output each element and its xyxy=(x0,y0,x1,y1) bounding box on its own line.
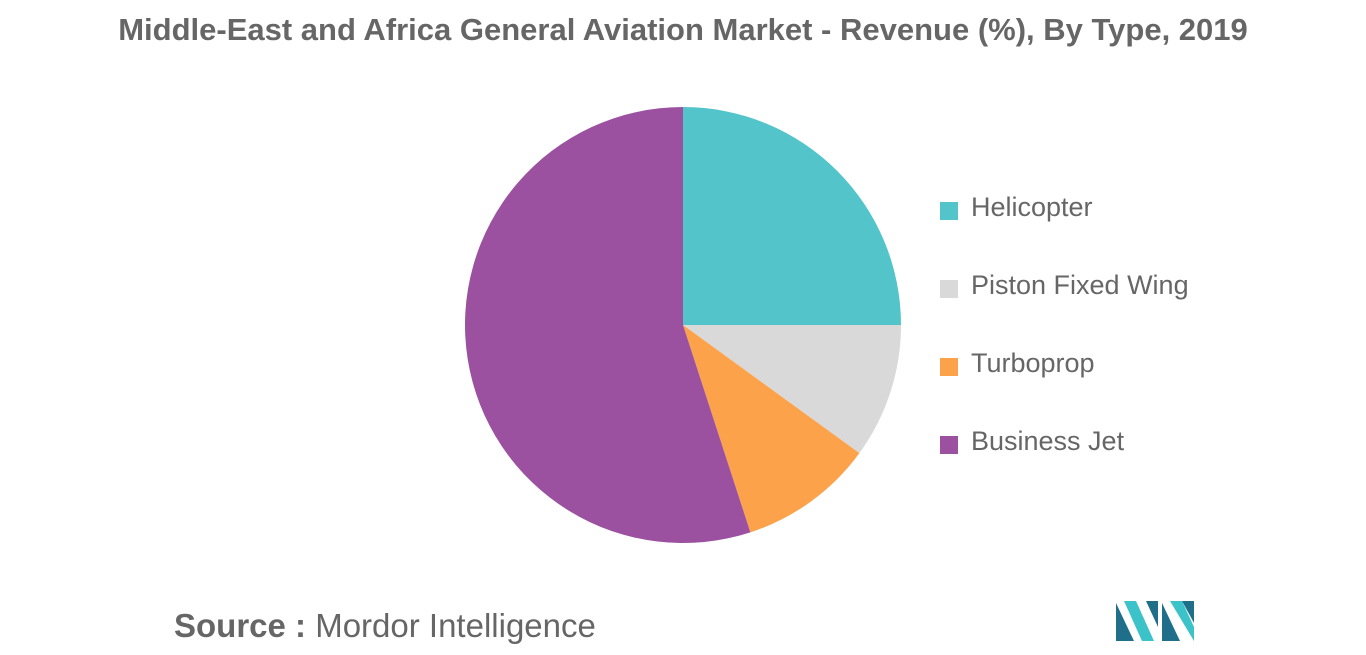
legend-swatch-piston-fixed-wing xyxy=(940,280,958,298)
pie-slice-piston-fixed-wing xyxy=(683,325,901,454)
legend-swatch-turboprop xyxy=(940,358,958,376)
legend-label-piston-fixed-wing: Piston Fixed Wing xyxy=(971,270,1189,300)
logo-shape-1 xyxy=(1116,603,1134,641)
logo-shape-5 xyxy=(1170,601,1194,641)
logo-shape-2 xyxy=(1124,601,1154,641)
pie-slice-turboprop xyxy=(683,325,860,533)
logo-shape-6 xyxy=(1182,601,1194,623)
chart-title: Middle-East and Africa General Aviation … xyxy=(118,12,1248,47)
source-label: Source : xyxy=(174,607,307,644)
legend-label-business-jet: Business Jet xyxy=(971,426,1125,456)
pie-slice-business-jet xyxy=(464,107,751,543)
legend-label-turboprop: Turboprop xyxy=(971,348,1095,378)
source-note: Source : Mordor Intelligence xyxy=(174,607,596,645)
logo-shape-4 xyxy=(1162,603,1180,641)
pie-slice-helicopter xyxy=(683,107,901,325)
legend-label-helicopter: Helicopter xyxy=(971,192,1093,222)
source-text: Mordor Intelligence xyxy=(315,607,596,644)
logo-shape-3 xyxy=(1146,601,1158,627)
mordor-intelligence-logo-icon xyxy=(1116,601,1194,641)
legend-swatch-helicopter xyxy=(940,202,958,220)
legend-swatch-business-jet xyxy=(940,436,958,454)
